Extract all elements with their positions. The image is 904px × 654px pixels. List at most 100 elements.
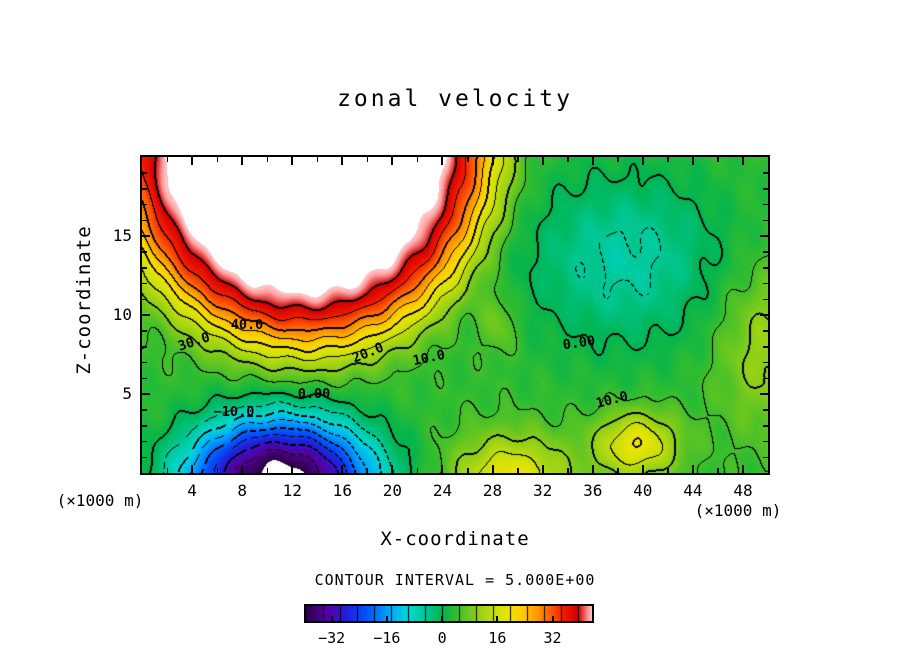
- x-minor-tick: [667, 157, 669, 162]
- y-minor-tick: [763, 298, 768, 301]
- x-tick-label: 44: [683, 481, 703, 500]
- y-minor-tick: [142, 361, 147, 364]
- x-minor-tick: [717, 468, 719, 473]
- y-minor-tick: [763, 361, 768, 364]
- x-tick-label: 48: [733, 481, 753, 500]
- x-major-tick: [441, 465, 444, 473]
- y-axis-label: Z-coordinate: [73, 225, 95, 375]
- x-minor-tick: [517, 468, 519, 473]
- colorbar-tick: [385, 616, 388, 621]
- colorbar-tick-label: 0: [437, 629, 447, 647]
- y-minor-tick: [142, 346, 147, 348]
- contour-value-label: 40.0: [230, 317, 264, 333]
- x-minor-tick: [216, 468, 219, 473]
- y-minor-tick: [763, 282, 768, 285]
- y-minor-tick: [142, 251, 147, 253]
- chart-title: zonal velocity: [337, 86, 573, 112]
- x-major-tick: [491, 465, 494, 473]
- y-minor-tick: [763, 440, 768, 443]
- x-minor-tick: [366, 157, 369, 162]
- x-major-tick: [641, 465, 644, 473]
- y-minor-tick: [142, 409, 147, 411]
- y-minor-tick: [142, 172, 147, 174]
- colorbar-canvas: [306, 606, 592, 621]
- y-tick-label: 5: [122, 384, 132, 403]
- contour-value-label: 0.00: [297, 386, 331, 402]
- x-minor-tick: [617, 157, 619, 162]
- x-tick-label: 16: [332, 481, 352, 500]
- contour-field-canvas: [142, 157, 768, 473]
- x-major-tick: [691, 157, 694, 165]
- x-minor-tick: [467, 157, 469, 162]
- y-major-tick: [760, 393, 768, 395]
- x-minor-tick: [166, 468, 169, 473]
- x-tick-label: 24: [432, 481, 453, 500]
- colorbar-tick-label: −16: [373, 629, 401, 647]
- colorbar-tick: [330, 616, 333, 621]
- x-tick-label: 8: [237, 481, 247, 500]
- x-major-tick: [591, 157, 594, 165]
- x-major-tick: [391, 465, 394, 473]
- x-tick-label: 32: [532, 481, 553, 500]
- x-minor-tick: [266, 157, 269, 162]
- y-minor-tick: [142, 330, 147, 332]
- y-minor-tick: [142, 188, 147, 190]
- y-minor-tick: [142, 377, 147, 380]
- x-major-tick: [491, 157, 494, 165]
- plot-area: 40.0 30.0 20.0 10.0 0.00 0.00 −10.0 10.0: [140, 155, 770, 475]
- y-minor-tick: [763, 219, 768, 222]
- x-major-tick: [341, 465, 344, 473]
- y-minor-tick: [763, 456, 768, 459]
- y-major-tick: [142, 393, 150, 395]
- x-minor-tick: [316, 157, 319, 162]
- x-minor-tick: [467, 468, 469, 473]
- x-axis-unit: (×1000 m): [694, 501, 782, 520]
- x-minor-tick: [266, 468, 269, 473]
- x-major-tick: [541, 157, 544, 165]
- y-minor-tick: [142, 425, 147, 427]
- y-minor-tick: [142, 440, 147, 443]
- x-minor-tick: [667, 468, 669, 473]
- colorbar-tick: [441, 616, 444, 621]
- x-minor-tick: [567, 468, 569, 473]
- y-minor-tick: [763, 346, 768, 348]
- x-tick-label: 12: [282, 481, 302, 500]
- y-minor-tick: [142, 267, 147, 269]
- x-tick-label: 36: [583, 481, 603, 500]
- x-minor-tick: [517, 157, 519, 162]
- x-minor-tick: [216, 157, 219, 162]
- x-major-tick: [191, 157, 194, 165]
- y-minor-tick: [142, 282, 147, 285]
- y-minor-tick: [763, 172, 768, 174]
- colorbar-tick-label: 32: [543, 629, 562, 647]
- x-minor-tick: [316, 468, 319, 473]
- x-minor-tick: [416, 468, 419, 473]
- x-major-tick: [341, 157, 344, 165]
- x-minor-tick: [567, 157, 569, 162]
- y-minor-tick: [763, 409, 768, 411]
- y-minor-tick: [763, 251, 768, 253]
- x-minor-tick: [416, 157, 419, 162]
- x-tick-label: 28: [482, 481, 503, 500]
- x-major-tick: [291, 465, 294, 473]
- x-major-tick: [641, 157, 644, 165]
- y-tick-label: 15: [112, 226, 132, 245]
- x-minor-tick: [617, 468, 619, 473]
- colorbar-tick: [551, 616, 554, 621]
- x-major-tick: [691, 465, 694, 473]
- x-tick-label: 20: [382, 481, 403, 500]
- x-tick-label: 4: [187, 481, 197, 500]
- y-minor-tick: [763, 377, 768, 380]
- contour-interval-note: CONTOUR INTERVAL = 5.000E+00: [314, 571, 596, 589]
- y-minor-tick: [142, 219, 147, 222]
- x-major-tick: [741, 465, 744, 473]
- x-major-tick: [541, 465, 544, 473]
- colorbar-tick-label: −32: [318, 629, 346, 647]
- x-major-tick: [241, 465, 244, 473]
- y-major-tick: [760, 235, 768, 237]
- x-minor-tick: [166, 157, 169, 162]
- colorbar-tick: [496, 616, 499, 621]
- x-major-tick: [741, 157, 744, 165]
- colorbar: [304, 604, 594, 623]
